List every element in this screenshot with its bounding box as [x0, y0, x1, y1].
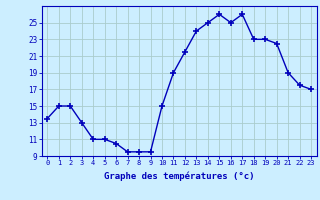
- X-axis label: Graphe des températures (°c): Graphe des températures (°c): [104, 172, 254, 181]
